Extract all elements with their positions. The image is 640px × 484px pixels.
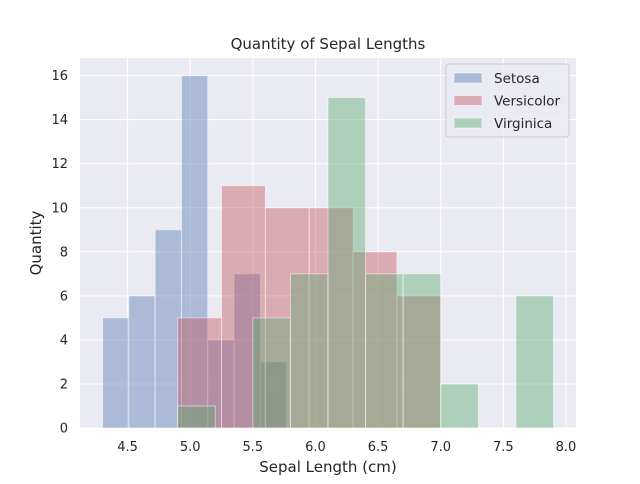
y-tick-label: 0 [60,422,68,437]
legend-swatch-setosa [453,72,483,84]
bar-setosa [259,361,288,429]
bar-virginica [252,317,291,429]
bars [102,75,554,429]
x-tick-label: 8.0 [556,440,577,455]
y-tick-label: 10 [51,201,68,216]
y-tick-labels: 0 2 4 6 8 10 12 14 16 [51,69,68,436]
bar-virginica [440,383,479,429]
legend-label-setosa: Setosa [494,71,540,87]
x-tick-label: 7.0 [430,440,451,455]
x-tick-label: 7.5 [493,440,514,455]
y-axis-label: Quantity [27,210,45,275]
bar-versicolor [352,251,398,429]
y-tick-label: 14 [51,113,68,128]
bar-versicolor [221,185,266,429]
y-tick-label: 6 [60,289,68,304]
legend-box [445,63,570,138]
x-tick-label: 4.5 [117,440,138,455]
bar-versicolor [396,295,442,429]
bar-versicolor [308,207,354,429]
x-tick-label: 5.0 [180,440,201,455]
bar-setosa [180,75,209,429]
legend: Setosa Versicolor Virginica [445,63,570,138]
bar-virginica [402,273,442,429]
bar-virginica [177,405,216,429]
bar-virginica [365,273,404,429]
chart-title: Quantity of Sepal Lengths [231,35,426,53]
bar-virginica [515,295,554,429]
y-tick-label: 8 [60,245,68,260]
bar-setosa [102,317,130,429]
bar-setosa [128,295,156,429]
x-tick-label: 6.5 [368,440,389,455]
y-tick-label: 12 [51,157,68,172]
x-axis-label: Sepal Length (cm) [259,458,396,476]
legend-label-virginica: Virginica [494,116,552,132]
y-tick-label: 4 [60,333,68,348]
legend-swatch-virginica [453,117,483,129]
legend-swatch-versicolor [453,95,483,106]
x-tick-label: 5.5 [243,440,264,455]
legend-label-versicolor: Versicolor [494,94,561,110]
x-tick-label: 6.0 [305,440,326,455]
bar-versicolor [177,317,223,429]
bar-virginica [289,273,329,429]
bar-setosa [154,229,182,429]
bar-virginica [327,97,367,429]
x-tick-labels: 4.5 5.0 5.5 6.0 6.5 7.0 7.5 8.0 [117,440,576,455]
y-tick-label: 2 [60,377,68,392]
y-tick-label: 16 [51,69,68,84]
